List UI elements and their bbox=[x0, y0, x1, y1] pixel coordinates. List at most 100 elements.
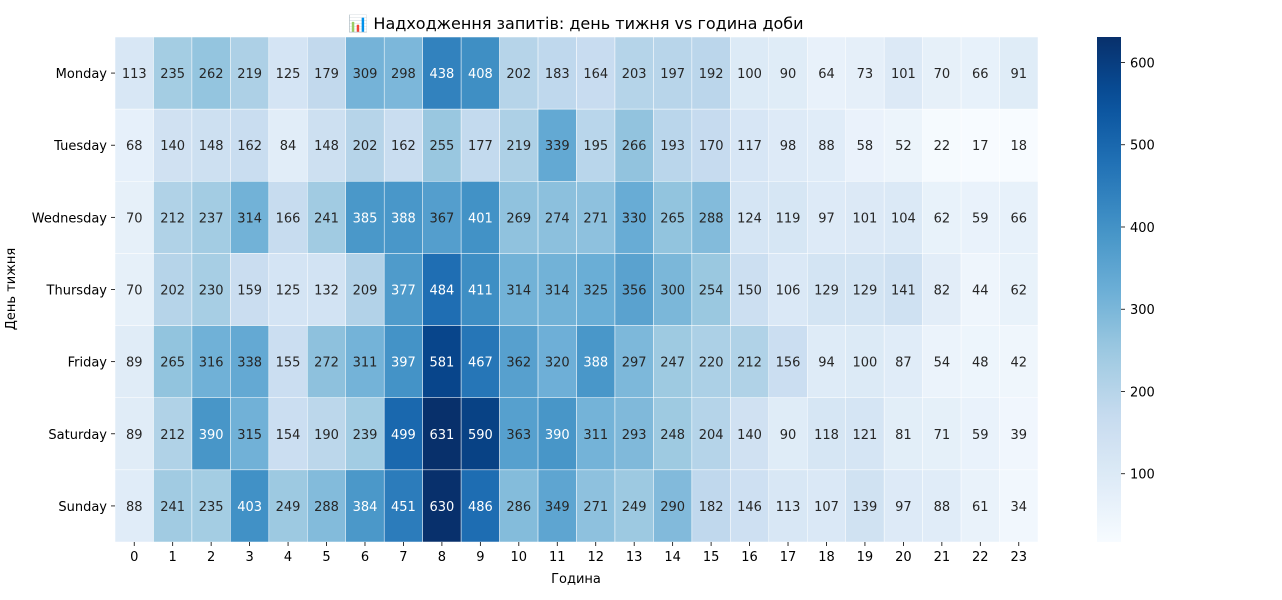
cell-value-label: 192 bbox=[699, 67, 724, 82]
cell-value-label: 451 bbox=[391, 500, 416, 515]
cell-value-label: 195 bbox=[583, 139, 608, 154]
heatmap-cell bbox=[999, 253, 1039, 326]
heatmap-cell bbox=[576, 469, 616, 543]
x-tick-label: 3 bbox=[245, 550, 253, 565]
heatmap-cell bbox=[922, 397, 962, 471]
heatmap-cell bbox=[191, 397, 231, 471]
heatmap-cell bbox=[922, 108, 962, 182]
heatmap-cells: 113 235 262 219 125 179 309 298 438 408 202 183 164 2… bbox=[114, 36, 1039, 543]
y-tick-label: Friday bbox=[68, 356, 108, 371]
heatmap-cell bbox=[422, 325, 462, 398]
cell-value-label: 388 bbox=[583, 356, 608, 371]
cell-value-label: 203 bbox=[622, 67, 647, 82]
heatmap-cell bbox=[422, 253, 462, 326]
cell-value-label: 581 bbox=[429, 356, 454, 371]
cell-value-label: 320 bbox=[545, 356, 570, 371]
cell-value-label: 104 bbox=[891, 211, 916, 226]
heatmap-cell bbox=[460, 325, 500, 398]
cell-value-label: 66 bbox=[972, 67, 989, 82]
colorbar-tick-label: 100 bbox=[1130, 468, 1155, 483]
heatmap-cell bbox=[922, 325, 962, 398]
heatmap-cell bbox=[537, 469, 577, 543]
x-tick-label: 19 bbox=[857, 550, 874, 565]
cell-value-label: 141 bbox=[891, 284, 916, 299]
heatmap-cell bbox=[499, 469, 539, 543]
heatmap-cell bbox=[191, 325, 231, 398]
cell-value-label: 220 bbox=[699, 356, 724, 371]
cell-value-label: 70 bbox=[126, 284, 143, 299]
cell-value-label: 239 bbox=[353, 428, 378, 443]
heatmap-cell bbox=[922, 469, 962, 543]
cell-value-label: 311 bbox=[583, 428, 608, 443]
heatmap-cell bbox=[576, 181, 616, 254]
y-tick-label: Saturday bbox=[48, 428, 107, 443]
cell-value-label: 212 bbox=[160, 211, 185, 226]
heatmap-cell bbox=[960, 36, 1000, 110]
heatmap-cell bbox=[230, 397, 270, 471]
cell-value-label: 94 bbox=[818, 356, 835, 371]
cell-value-label: 164 bbox=[583, 67, 608, 82]
cell-value-label: 255 bbox=[429, 139, 454, 154]
cell-value-label: 101 bbox=[891, 67, 916, 82]
cell-value-label: 271 bbox=[583, 500, 608, 515]
cell-value-label: 121 bbox=[853, 428, 878, 443]
y-tick-label: Tuesday bbox=[53, 139, 107, 154]
colorbar-tick-label: 500 bbox=[1130, 139, 1155, 154]
cell-value-label: 182 bbox=[699, 500, 724, 515]
cell-value-label: 148 bbox=[199, 139, 224, 154]
cell-value-label: 91 bbox=[1010, 67, 1027, 82]
cell-value-label: 162 bbox=[237, 139, 262, 154]
x-tick-label: 10 bbox=[511, 550, 528, 565]
cell-value-label: 101 bbox=[853, 211, 878, 226]
cell-value-label: 97 bbox=[895, 500, 912, 515]
cell-value-label: 166 bbox=[276, 211, 301, 226]
heatmap-cell bbox=[807, 397, 846, 471]
cell-value-label: 314 bbox=[237, 211, 262, 226]
heatmap-cell bbox=[768, 108, 808, 182]
cell-value-label: 325 bbox=[583, 284, 608, 299]
cell-value-label: 81 bbox=[895, 428, 912, 443]
heatmap-cell bbox=[768, 36, 808, 110]
heatmap-cell bbox=[268, 36, 308, 110]
heatmap-cell bbox=[499, 108, 539, 182]
cell-value-label: 59 bbox=[972, 428, 989, 443]
heatmap-cell bbox=[845, 181, 885, 254]
heatmap-cell bbox=[537, 36, 577, 110]
heatmap-cell bbox=[614, 253, 654, 326]
cell-value-label: 132 bbox=[314, 284, 339, 299]
cell-value-label: 241 bbox=[314, 211, 339, 226]
cell-value-label: 315 bbox=[237, 428, 262, 443]
heatmap-cell bbox=[883, 181, 923, 254]
cell-value-label: 219 bbox=[506, 139, 531, 154]
heatmap-cell bbox=[537, 325, 577, 398]
cell-value-label: 388 bbox=[391, 211, 416, 226]
x-tick-label: 16 bbox=[741, 550, 758, 565]
heatmap-cell bbox=[537, 397, 577, 471]
heatmap-cell bbox=[268, 253, 308, 326]
cell-value-label: 44 bbox=[972, 284, 989, 299]
cell-value-label: 89 bbox=[126, 428, 143, 443]
heatmap-cell bbox=[960, 253, 1000, 326]
heatmap-cell bbox=[730, 253, 770, 326]
heatmap-cell bbox=[999, 36, 1039, 110]
heatmap-cell bbox=[999, 469, 1039, 543]
heatmap-cell bbox=[383, 181, 423, 254]
heatmap-cell bbox=[807, 469, 846, 543]
cell-value-label: 288 bbox=[699, 211, 724, 226]
colorbar-tick-label: 400 bbox=[1130, 221, 1155, 236]
cell-value-label: 124 bbox=[737, 211, 762, 226]
heatmap-cell bbox=[268, 397, 308, 471]
heatmap-cell bbox=[307, 181, 346, 254]
cell-value-label: 159 bbox=[237, 284, 262, 299]
x-tick-label: 2 bbox=[207, 550, 215, 565]
heatmap-cell bbox=[691, 325, 731, 398]
cell-value-label: 98 bbox=[780, 139, 797, 154]
heatmap-cell bbox=[422, 397, 462, 471]
heatmap-cell bbox=[691, 36, 731, 110]
heatmap-cell bbox=[653, 36, 693, 110]
cell-value-label: 139 bbox=[853, 500, 878, 515]
heatmap-cell bbox=[768, 397, 808, 471]
x-axis-label: Година bbox=[551, 572, 601, 587]
x-tick-label: 17 bbox=[780, 550, 797, 565]
heatmap-cell bbox=[114, 181, 154, 254]
